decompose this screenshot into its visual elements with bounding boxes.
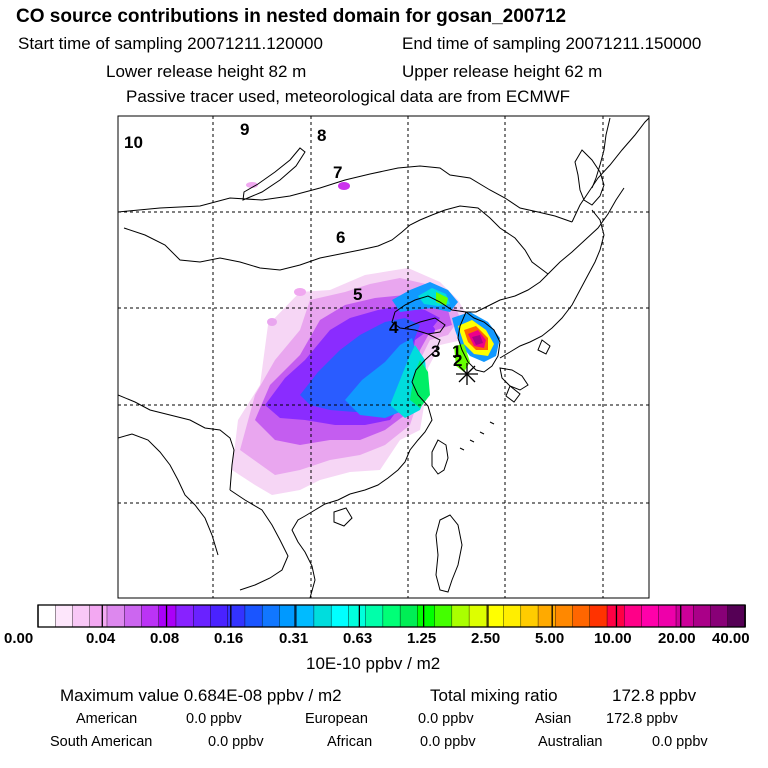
colorbar-tick: 0.31 [279,630,309,647]
asian-value: 172.8 ppbv [606,711,678,727]
total-mixing-value: 172.8 ppbv [612,686,697,705]
colorbar-tick: 2.50 [471,630,501,647]
max-value-label: Maximum value 0.684E-08 ppbv / m2 [60,686,342,705]
region-label-7: 7 [333,163,342,182]
coastlines [118,117,649,598]
colorbar-tick: 0.04 [86,630,116,647]
colorbar-tick: 20.00 [658,630,696,647]
european-label: European [305,711,368,727]
region-label-3: 3 [431,342,440,361]
total-mixing-label: Total mixing ratio [430,686,558,705]
australian-value: 0.0 ppbv [652,734,708,750]
american-label: American [76,711,138,727]
map-frame [117,115,650,599]
lat-lon-grid [118,116,649,598]
colorbar-tick: 10.00 [594,630,632,647]
colorbar-tick: 1.25 [407,630,437,647]
region-label-4: 4 [389,318,399,337]
region-label-1: 1 [452,342,461,361]
lower-release-label: Lower release height 82 m [106,62,307,81]
colorbar-tick: 0.00 [4,630,34,647]
african-value: 0.0 ppbv [420,734,476,750]
south-american-value: 0.0 ppbv [208,734,264,750]
tracer-note: Passive tracer used, meteorological data… [126,87,571,106]
plot-title: CO source contributions in nested domain… [16,6,567,27]
upper-release-label: Upper release height 62 m [402,62,603,81]
region-label-10: 10 [124,133,143,152]
end-time-label: End time of sampling 20071211.150000 [402,34,702,53]
colorbar-tick: 5.00 [535,630,565,647]
south-american-label: South American [50,734,153,750]
australian-label: Australian [538,734,603,750]
colorbar-tick: 0.63 [343,630,373,647]
plume-field [232,182,500,495]
region-label-2: 2 [453,351,462,370]
colorbar-tick: 40.00 [712,630,750,647]
region-label-5: 5 [353,285,362,304]
asterisk-icon [456,363,478,385]
colorbar-tick: 0.08 [150,630,180,647]
start-time-label: Start time of sampling 20071211.120000 [18,34,323,53]
asian-label: Asian [535,711,572,727]
american-value: 0.0 ppbv [186,711,242,727]
colorbar-tick: 0.16 [214,630,244,647]
region-label-6: 6 [336,228,345,247]
european-value: 0.0 ppbv [418,711,474,727]
african-label: African [327,734,373,750]
colorbar-unit: 10E-10 ppbv / m2 [306,654,441,673]
region-label-9: 9 [240,120,249,139]
region-label-8: 8 [317,126,326,145]
